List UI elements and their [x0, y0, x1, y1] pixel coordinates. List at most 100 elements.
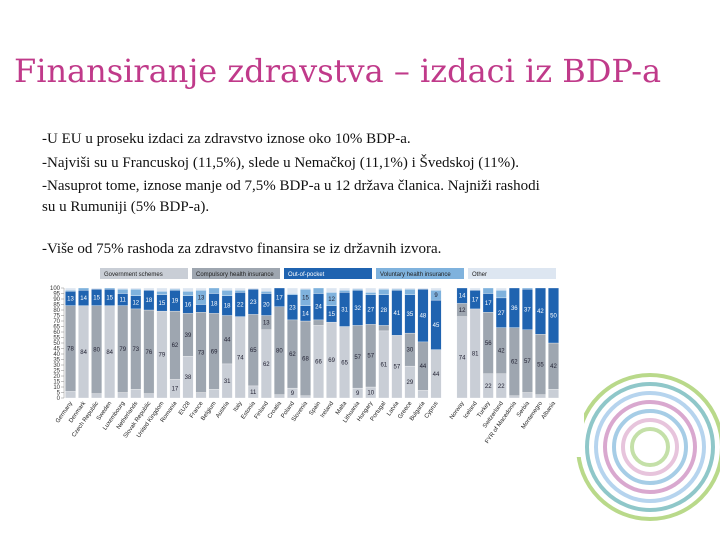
text-line: su u Rumuniji (5% BDP-a). [42, 199, 209, 215]
value-label: 81 [472, 351, 479, 357]
value-label: 39 [185, 333, 192, 339]
bar-segment [208, 389, 220, 399]
bar-segment [287, 293, 298, 295]
y-tick-label: 85 [53, 303, 60, 309]
value-label: 22 [498, 384, 505, 390]
text-line: -Više od 75% rashoda za zdravstvo finans… [42, 241, 441, 257]
legend-swatch [192, 268, 280, 279]
value-label: 57 [393, 365, 400, 371]
bar-segment [508, 287, 520, 328]
value-label: 18 [224, 304, 231, 310]
value-label: 19 [172, 299, 179, 305]
bar-segment [273, 287, 285, 307]
value-label: 84 [80, 350, 87, 356]
bar-segment [91, 287, 103, 290]
bar-segment [365, 292, 377, 295]
value-label: 10 [367, 391, 374, 397]
bar-segment [535, 287, 546, 335]
bar-segment [221, 287, 233, 291]
value-label: 14 [459, 294, 466, 300]
value-label: 50 [550, 314, 557, 320]
value-label: 38 [185, 375, 192, 381]
value-label: 69 [328, 358, 335, 364]
value-label: 69 [211, 349, 218, 355]
value-label: 23 [289, 305, 296, 311]
value-label: 32 [354, 306, 361, 312]
value-label: 24 [315, 305, 322, 311]
value-label: 73 [198, 350, 205, 356]
bar-segment [313, 287, 324, 294]
value-label: 13 [263, 321, 270, 327]
value-label: 9 [291, 391, 295, 397]
value-label: 11 [120, 298, 127, 304]
y-tick-label: 65 [53, 325, 60, 331]
bar-segment [130, 389, 142, 399]
value-label: 78 [67, 347, 74, 353]
value-label: 35 [407, 312, 414, 318]
legend-swatch [284, 268, 372, 279]
legend-label: Out-of-pocket [288, 272, 325, 278]
value-label: 62 [172, 343, 179, 349]
bar-segment [417, 390, 429, 399]
bar-segment [300, 287, 311, 290]
value-label: 74 [459, 355, 466, 361]
y-tick-label: 100 [50, 286, 61, 292]
bar-segment [143, 287, 155, 291]
value-label: 15 [328, 312, 335, 318]
value-label: 13 [67, 296, 74, 302]
value-label: 62 [511, 360, 518, 366]
bar-segment [208, 287, 220, 294]
bar-segment [143, 393, 155, 399]
value-label: 45 [433, 323, 440, 329]
value-label: 74 [237, 355, 244, 361]
bar-segment [78, 287, 89, 291]
value-label: 14 [80, 296, 87, 302]
legend-label: Government schemes [104, 272, 163, 278]
bar-segment [404, 287, 416, 290]
value-label: 65 [341, 360, 348, 366]
bar-segment [535, 394, 546, 399]
bar-segment [130, 288, 142, 296]
value-label: 62 [289, 352, 296, 358]
value-label: 42 [550, 364, 557, 370]
bar-segment [117, 287, 129, 290]
bar-segment [300, 395, 311, 399]
value-label: 15 [106, 295, 113, 301]
value-label: 9 [434, 293, 438, 299]
value-label: 41 [393, 311, 400, 317]
value-label: 27 [367, 307, 374, 313]
bar-segment [495, 290, 507, 299]
value-label: 42 [537, 309, 544, 315]
value-label: 15 [93, 295, 100, 301]
bar-segment [548, 287, 559, 344]
bar-segment [521, 392, 533, 399]
bar-segment [430, 287, 442, 291]
bar-segment [65, 287, 76, 291]
value-label: 17 [472, 298, 479, 304]
text-line: -U EU u proseku izdaci za zdravstvo izno… [42, 131, 411, 147]
value-label: 18 [211, 301, 218, 307]
value-label: 56 [485, 341, 492, 347]
value-label: 44 [224, 338, 231, 344]
text-line: -Nasuprot tome, iznose manje od 7,5% BDP… [42, 178, 540, 194]
y-tick-label: 90 [53, 297, 60, 303]
y-tick-label: 75 [53, 314, 60, 320]
bar-segment [260, 287, 272, 292]
value-label: 23 [250, 300, 257, 306]
bar-segment [495, 287, 507, 291]
value-label: 31 [341, 307, 348, 313]
value-label: 22 [237, 303, 244, 309]
slide-title: Finansiranje zdravstva – izdaci iz BDP-a [14, 52, 661, 90]
bar-segment [352, 287, 364, 290]
value-label: 57 [367, 354, 374, 360]
bar-segment [169, 287, 181, 290]
value-label: 55 [537, 362, 544, 368]
bar-segment [91, 393, 103, 399]
value-label: 66 [315, 360, 322, 366]
value-label: 57 [524, 359, 531, 365]
value-label: 27 [498, 311, 505, 317]
y-tick-label: 70 [53, 319, 60, 325]
bar-segment [234, 287, 246, 291]
value-label: 84 [106, 350, 113, 356]
